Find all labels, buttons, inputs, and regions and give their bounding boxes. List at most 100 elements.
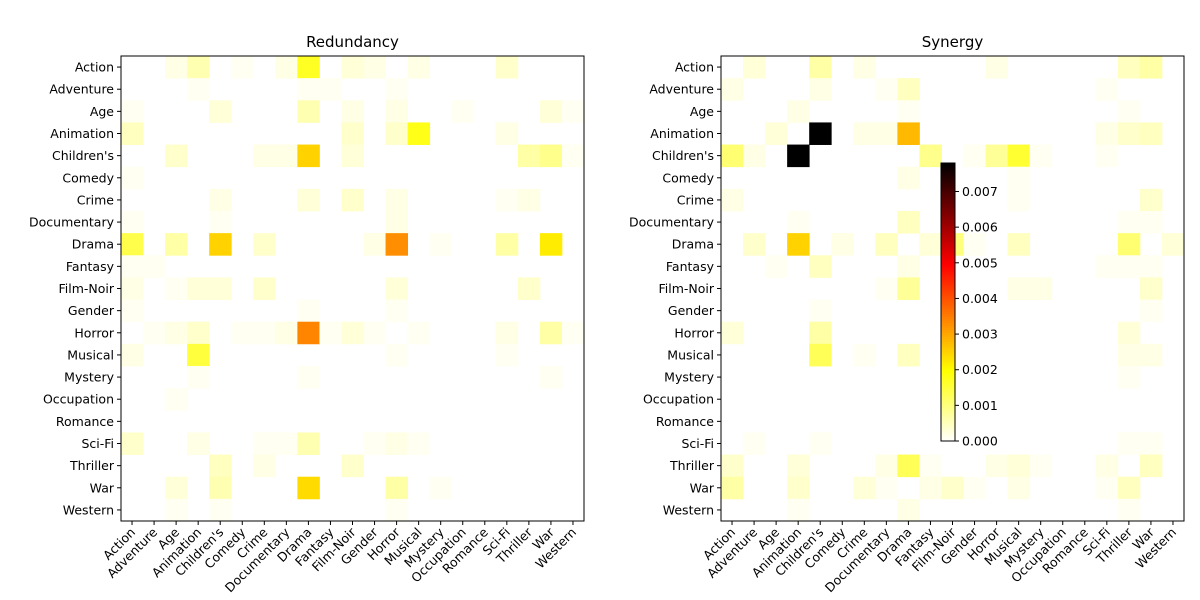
redundancy-y-tick-label-fantasy: Fantasy (66, 259, 115, 274)
colorbar-gradient-segment (941, 415, 955, 419)
synergy-cell-sci-fi-adventure (743, 432, 766, 455)
synergy-cell-war-thriller (1117, 476, 1141, 500)
synergy-cell-animation-documentary (875, 122, 898, 145)
colorbar-gradient-segment (941, 172, 955, 176)
synergy-cell-drama-documentary (875, 233, 898, 256)
colorbar-gradient-segment (941, 276, 955, 280)
synergy-cell-thriller-mystery (1029, 454, 1053, 478)
redundancy-y-tick-label-musical: Musical (67, 347, 114, 362)
synergy-y-tick-label-children-s: Children's (652, 148, 714, 163)
redundancy-cell-film-noir-age (165, 277, 188, 300)
colorbar-gradient-segment (941, 237, 955, 240)
redundancy-y-tick-label-action: Action (75, 60, 114, 75)
colorbar-gradient-segment (941, 204, 955, 208)
redundancy-cell-sci-fi-crime (253, 432, 276, 455)
synergy-cell-children-s-horror (985, 144, 1009, 168)
colorbar-gradient-segment (941, 392, 955, 396)
colorbar-gradient-segment (941, 357, 955, 361)
colorbar-gradient-segment (941, 313, 955, 317)
colorbar-gradient-segment (941, 399, 955, 403)
synergy-cell-thriller-horror (985, 454, 1009, 478)
colorbar-gradient-segment (941, 246, 955, 250)
colorbar-gradient-segment (941, 420, 955, 423)
synergy-y-tick-label-romance: Romance (656, 414, 714, 429)
colorbar-gradient-segment (941, 332, 955, 335)
redundancy-cell-horror-age (165, 321, 188, 345)
redundancy-cell-drama-action (121, 233, 144, 256)
colorbar-gradient-segment (941, 200, 955, 203)
colorbar-gradient-segment (941, 290, 955, 294)
redundancy-cell-film-noir-thriller (517, 277, 541, 300)
redundancy-cell-horror-gender (363, 321, 386, 345)
colorbar-gradient-segment (941, 213, 955, 217)
redundancy-cell-sci-fi-gender (363, 432, 386, 455)
colorbar-tick-label: 0.007 (962, 184, 998, 199)
synergy-cell-age-animation (787, 100, 810, 123)
redundancy-cell-action-musical (407, 56, 431, 79)
colorbar-gradient-segment (941, 403, 955, 407)
colorbar-gradient-segment (941, 274, 955, 278)
redundancy-y-tick-label-adventure: Adventure (49, 82, 114, 97)
redundancy-cell-mystery-war (539, 366, 563, 389)
synergy-cell-action-adventure (743, 56, 766, 79)
redundancy-cell-crime-sci-fi (495, 188, 519, 212)
redundancy-cell-musical-action (121, 343, 144, 367)
synergy-cell-thriller-animation (787, 454, 810, 478)
synergy-cell-documentary-thriller (1117, 211, 1141, 234)
redundancy-cell-action-sci-fi (495, 56, 519, 79)
synergy-cell-documentary-animation (787, 211, 810, 234)
redundancy-y-tick-label-crime: Crime (77, 192, 115, 207)
colorbar-gradient-segment (941, 267, 955, 271)
colorbar-gradient-segment (941, 176, 955, 180)
synergy-cell-children-s-action (721, 144, 744, 168)
colorbar-gradient-segment (941, 311, 955, 315)
redundancy-y-tick-label-occupation: Occupation (43, 392, 114, 407)
redundancy-y-tick-label-age: Age (90, 104, 114, 119)
redundancy-cell-thriller-crime (253, 454, 276, 478)
colorbar-gradient-segment (941, 269, 955, 273)
redundancy-cell-age-western (561, 100, 585, 123)
synergy-cell-action-thriller (1117, 56, 1141, 79)
redundancy-cell-documentary-action (121, 211, 144, 234)
redundancy-cell-sci-fi-musical (407, 432, 431, 455)
colorbar-gradient-segment (941, 218, 955, 222)
colorbar-gradient-segment (941, 251, 955, 254)
colorbar-gradient-segment (941, 325, 955, 328)
redundancy-cell-film-noir-action (121, 277, 144, 300)
redundancy-cell-war-children-s (209, 476, 232, 500)
redundancy-cell-war-mystery (429, 476, 453, 500)
redundancy-cell-horror-film-noir (341, 321, 364, 345)
colorbar-gradient-segment (941, 408, 955, 412)
colorbar-gradient-segment (941, 387, 955, 391)
synergy-y-tick-label-horror: Horror (674, 325, 714, 340)
synergy-cell-adventure-action (721, 78, 744, 101)
synergy-cell-action-horror (985, 56, 1009, 79)
redundancy-cell-documentary-horror (385, 211, 409, 234)
colorbar-gradient-segment (941, 401, 955, 405)
synergy-y-tick-label-gender: Gender (668, 303, 715, 318)
colorbar-gradient-segment (941, 352, 955, 356)
synergy-panel: Synergy Action Adventure Age Animation Childr… (629, 33, 1185, 595)
redundancy-cell-children-s-war (539, 144, 563, 168)
redundancy-cell-drama-crime (253, 233, 276, 256)
synergy-cell-animation-thriller (1117, 122, 1141, 145)
synergy-cell-comedy-drama (897, 166, 920, 190)
redundancy-cell-sci-fi-drama (297, 432, 320, 455)
redundancy-cell-drama-war (539, 233, 563, 256)
colorbar-gradient-segment (941, 336, 955, 340)
synergy-cell-film-noir-drama (897, 277, 920, 300)
synergy-y-tick-label-drama: Drama (672, 237, 714, 252)
synergy-y-tick-label-comedy: Comedy (662, 170, 714, 185)
colorbar-gradient-segment (941, 369, 955, 372)
synergy-y-tick-label-animation: Animation (650, 126, 714, 141)
colorbar-gradient-segment (941, 283, 955, 287)
redundancy-cell-animation-film-noir (341, 122, 364, 145)
colorbar-gradient-segment (941, 302, 955, 305)
colorbar-gradient-segment (941, 373, 955, 377)
colorbar-gradient-segment (941, 264, 955, 268)
redundancy-cell-animation-sci-fi (495, 122, 519, 145)
redundancy-y-tick-label-mystery: Mystery (64, 370, 114, 385)
synergy-cell-war-gender (963, 476, 986, 500)
redundancy-cell-drama-sci-fi (495, 233, 519, 256)
